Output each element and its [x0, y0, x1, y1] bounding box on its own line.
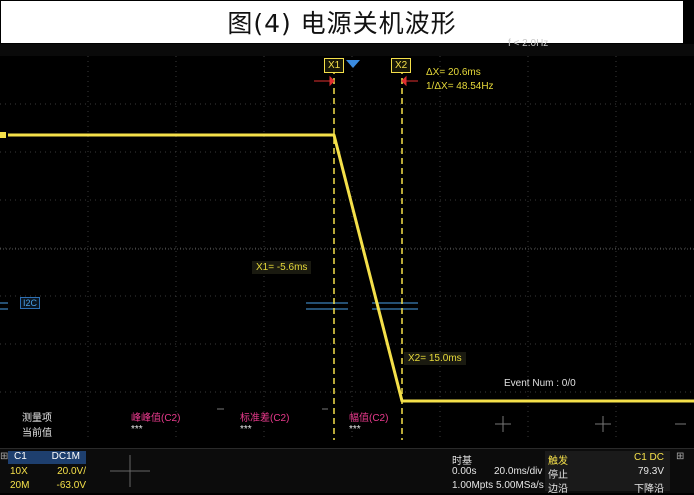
- ch1-falling-edge: [333, 134, 403, 402]
- measurement-value-2: ***: [240, 424, 252, 435]
- timebase-memory: 1.00Mpts: [452, 480, 494, 491]
- measurement-value-row: 当前值 *** *** ***: [0, 424, 694, 439]
- trigger-position-icon: [346, 60, 360, 68]
- measurement-name-3[interactable]: 幅值(C2): [349, 413, 389, 424]
- measurement-name-2[interactable]: 标准差(C2): [240, 413, 290, 424]
- trigger-level: 79.3V: [637, 466, 664, 477]
- top-info-strip: [0, 44, 694, 56]
- grid: [0, 56, 694, 440]
- status-bar: ⊞ C1 DC1M 10X 20.0V/ 20M -63.0V 时基 0.00s…: [0, 448, 694, 495]
- timebase-sample-rate: 5.00MSa/s: [496, 480, 544, 491]
- i2c-bus-traces: [0, 302, 418, 310]
- trigger-frequency-readout: f < 2.0Hz: [508, 38, 549, 49]
- trigger-type: 边沿: [548, 484, 568, 495]
- measurement-name-1[interactable]: 峰峰值(C2): [131, 413, 181, 424]
- cursor-x2-label[interactable]: X2: [391, 58, 412, 73]
- trigger-label: 触发: [548, 456, 568, 467]
- trigger-slope: 下降沿: [634, 484, 664, 495]
- channel1-offset: -63.0V: [56, 480, 86, 491]
- channel1-scale: 20.0V/: [57, 466, 86, 477]
- timebase-scale: 20.0ms/div: [494, 466, 543, 477]
- trigger-panel[interactable]: 触发 C1 DC 停止 79.3V 边沿 下降沿: [545, 451, 670, 495]
- ch1-waveform: [8, 133, 694, 403]
- settings-grid-icon[interactable]: ⊞: [676, 451, 685, 462]
- empty-channel-plus-icon[interactable]: [110, 455, 150, 487]
- trigger-state: 停止: [548, 470, 568, 481]
- measurement-name-row: 测量项 峰峰值(C2) 标准差(C2) 幅值(C2): [0, 409, 694, 424]
- channel1-bandwidth: 20M: [10, 480, 30, 491]
- i2c-decoder-label[interactable]: I2C: [20, 297, 41, 309]
- timebase-label: 时基: [452, 456, 472, 467]
- grid-menu-icon[interactable]: ⊞: [0, 451, 9, 462]
- cursor-x1-label[interactable]: X1: [324, 58, 345, 73]
- measurement-panel: 测量项 峰峰值(C2) 标准差(C2) 幅值(C2) 当前值 *** *** *…: [0, 407, 694, 440]
- trigger-source: C1 DC: [633, 452, 664, 463]
- figure-title-bar: 图(4) 电源关机波形: [0, 0, 684, 44]
- cursor-delta-readout: ΔX= 20.6ms 1/ΔX= 48.54Hz: [426, 66, 494, 94]
- channel1-name: C1: [14, 451, 27, 462]
- cursor-x2-readout: X2= 15.0ms: [404, 352, 466, 365]
- measurement-value-label: 当前值: [22, 428, 52, 439]
- channel1-panel[interactable]: C1 DC1M 10X 20.0V/ 20M -63.0V: [8, 451, 88, 491]
- waveform-display[interactable]: [0, 56, 694, 440]
- ch1-level-marker: [0, 132, 6, 138]
- timebase-delay: 0.00s: [452, 466, 477, 477]
- event-number: Event Num : 0/0: [504, 378, 576, 389]
- measurement-value-1: ***: [131, 424, 143, 435]
- inverse-delta-x-value: 1/ΔX= 48.54Hz: [426, 81, 494, 92]
- cursor-x1-readout: X1= -5.6ms: [252, 261, 312, 274]
- cursor-arrows: [314, 75, 418, 87]
- channel1-probe: 10X: [10, 466, 28, 477]
- timebase-panel[interactable]: 时基 0.00s 20.0ms/div 1.00Mpts 5.00MSa/s: [450, 451, 546, 491]
- channel1-header: C1 DC1M: [8, 451, 86, 464]
- measurement-header-label: 测量项: [22, 413, 52, 424]
- channel1-coupling: DC1M: [51, 451, 80, 462]
- delta-x-value: ΔX= 20.6ms: [426, 67, 481, 78]
- bottom-graticule-marks: [217, 408, 686, 432]
- figure-title: 图(4) 电源关机波形: [227, 9, 457, 38]
- measurement-value-3: ***: [349, 424, 361, 435]
